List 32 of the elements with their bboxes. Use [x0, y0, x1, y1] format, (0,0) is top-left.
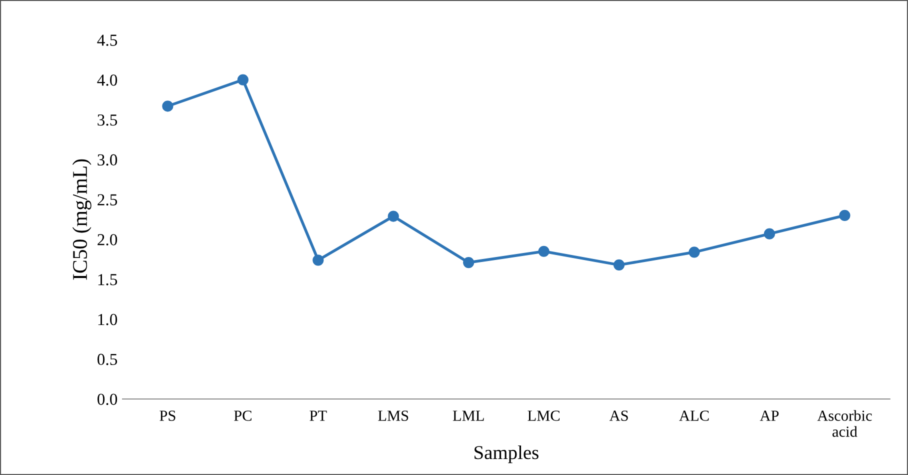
point: [688, 246, 700, 258]
point: [538, 246, 550, 257]
x-tick-label: AS: [609, 410, 628, 421]
x-tick-label: LML: [452, 410, 484, 421]
x-tick-label: PS: [160, 410, 176, 421]
y-tick-label: 4.5: [97, 34, 118, 46]
y-tick-label: 4.0: [97, 74, 118, 86]
y-tick-label: 1.5: [98, 274, 118, 286]
x-tick-label: LMS: [378, 410, 408, 421]
y-tick-label: 1.0: [98, 314, 118, 326]
point: [764, 228, 776, 240]
y-tick-label: 3.5: [98, 114, 118, 126]
x-axis-title: Samples: [474, 445, 538, 464]
y-tick-label: 2.5: [98, 194, 118, 206]
y-tick-label: 2.0: [98, 234, 118, 246]
point: [162, 100, 174, 112]
x-tick-label: Ascorbic acid: [817, 410, 872, 437]
y-tick-label: 0.5: [98, 354, 118, 366]
x-tick-label: PT: [310, 410, 327, 421]
point: [312, 254, 324, 266]
x-tick-label: ALC: [679, 410, 709, 421]
point: [463, 256, 474, 268]
y-axis-title: IC50 (mg/mL): [72, 159, 92, 280]
x-tick-label: LMC: [528, 410, 560, 421]
point: [388, 210, 399, 222]
point: [839, 210, 850, 222]
point: [237, 74, 248, 86]
y-tick-label: 0.0: [98, 394, 118, 406]
point: [613, 259, 625, 270]
y-tick-label: 3.0: [98, 154, 118, 166]
x-tick-label: PC: [234, 410, 252, 421]
x-tick-label: AP: [760, 410, 779, 421]
